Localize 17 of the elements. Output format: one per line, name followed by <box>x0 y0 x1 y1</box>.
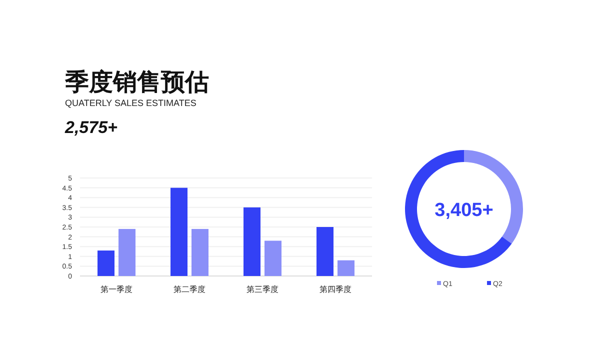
text: 3,405+ <box>434 200 494 221</box>
bar <box>170 188 188 276</box>
chart-title: 季度销售预估 <box>64 69 209 96</box>
x-tick-label: 第四季度 <box>320 285 352 294</box>
bar <box>264 240 282 276</box>
text: 2,575+ <box>64 118 118 137</box>
bar <box>98 250 114 276</box>
chart-subtitle: QUATERLY SALES ESTIMATES <box>65 98 196 108</box>
bar <box>192 228 208 276</box>
bar <box>244 207 260 276</box>
x-tick-label: 第三季度 <box>246 285 278 294</box>
bar <box>316 227 334 276</box>
bar <box>118 228 136 276</box>
bar <box>338 260 354 276</box>
x-tick-label: 第一季度 <box>100 285 132 294</box>
donut-slice <box>405 150 512 268</box>
x-tick-label: 第二季度 <box>174 285 206 294</box>
